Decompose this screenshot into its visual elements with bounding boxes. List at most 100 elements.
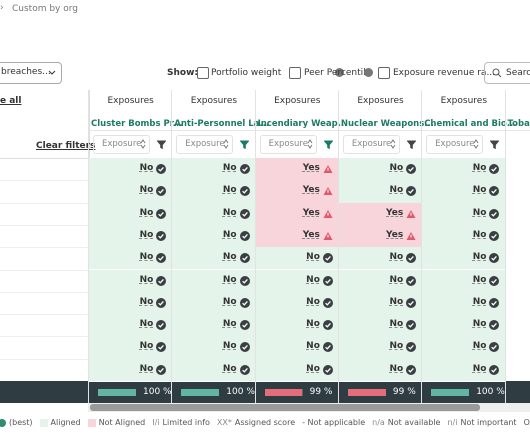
cell-value[interactable]: No	[306, 363, 320, 374]
cell-value[interactable]: No	[472, 229, 487, 240]
cell-value[interactable]: Yes	[302, 229, 320, 240]
cell-value[interactable]: No	[306, 319, 320, 330]
cell-value[interactable]: No	[306, 341, 320, 352]
check-icon	[322, 364, 333, 378]
breadcrumb[interactable]: Custom by org	[12, 4, 79, 14]
column: Exposures Cluster Bombs Pr... Exposure No No…	[88, 90, 182, 403]
cell-value[interactable]: No	[222, 363, 237, 374]
cell-value[interactable]: No	[472, 163, 487, 173]
cell-value[interactable]: No	[139, 185, 154, 196]
cell: No	[89, 336, 173, 360]
checkbox[interactable]	[197, 67, 209, 79]
cell: Yes	[338, 202, 423, 226]
column-name[interactable]: Nuclear Weapons...	[340, 119, 434, 129]
select-all[interactable]: e all	[0, 96, 22, 106]
cell-value[interactable]: No	[139, 163, 154, 173]
cell-value[interactable]: No	[222, 229, 237, 240]
check-icon	[156, 364, 167, 378]
cell-value[interactable]: No	[472, 363, 487, 374]
check-icon	[156, 297, 167, 311]
cell-value[interactable]: No	[472, 207, 487, 218]
option[interactable]: Portfolio weight	[211, 68, 282, 78]
cell-value[interactable]: No	[222, 319, 237, 330]
cell-value[interactable]: No	[139, 229, 154, 240]
legend-item: n/a Not available	[372, 418, 440, 427]
cell: No	[89, 158, 173, 182]
option[interactable]: Exposure revenue ra...	[393, 68, 496, 78]
checkbox[interactable]	[289, 67, 301, 79]
cell-value[interactable]: No	[389, 185, 404, 196]
sort-icon	[223, 139, 229, 152]
checkbox[interactable]	[378, 67, 390, 79]
cell-value[interactable]: No	[139, 319, 154, 330]
column-name[interactable]: Tobacc	[507, 119, 530, 129]
coverage-bar	[181, 389, 220, 396]
info-icon[interactable]	[364, 68, 373, 77]
clear-filters[interactable]: Clear filters	[36, 141, 96, 151]
cell: No	[89, 180, 173, 204]
sort-box[interactable]: Exposure	[93, 135, 150, 154]
sort-box[interactable]: Exposure	[426, 135, 484, 154]
cell-value[interactable]: No	[389, 363, 404, 374]
check-icon	[239, 230, 250, 244]
sort-box[interactable]: Exposure	[342, 135, 400, 154]
cell-value[interactable]: No	[306, 296, 320, 307]
legend-item: (best)	[0, 418, 33, 427]
cell-value[interactable]: No	[222, 296, 237, 307]
cell-value[interactable]: Yes	[302, 185, 320, 196]
cell-value[interactable]: Yes	[386, 207, 404, 218]
filter-icon[interactable]	[490, 140, 500, 152]
cell-value[interactable]: Yes	[302, 163, 320, 173]
sort-box[interactable]: Exposure	[259, 135, 317, 154]
cell-value[interactable]: No	[306, 274, 320, 285]
cell-value[interactable]: No	[139, 207, 154, 218]
cell-value[interactable]: Yes	[302, 207, 320, 218]
cell-value[interactable]: No	[472, 274, 487, 285]
sort-label: Exposure	[351, 139, 392, 149]
cell-value[interactable]: No	[389, 341, 404, 352]
dropdown[interactable]: breaches...	[0, 62, 62, 84]
cell-value[interactable]: No	[222, 207, 237, 218]
cell-value[interactable]: No	[222, 274, 237, 285]
cell-value[interactable]: No	[139, 296, 154, 307]
check-icon	[239, 364, 250, 378]
filter-icon[interactable]	[406, 140, 416, 152]
cell: No	[89, 247, 173, 271]
cell-value[interactable]: Yes	[386, 229, 404, 240]
cell-value[interactable]: No	[472, 252, 487, 263]
search-text: Search	[506, 68, 530, 78]
search-box[interactable]: Search	[484, 62, 530, 84]
filter-icon[interactable]	[240, 140, 250, 152]
cell-value[interactable]: No	[389, 296, 404, 307]
option[interactable]: Peer Percentile	[304, 68, 372, 78]
cell-value[interactable]: No	[139, 363, 154, 374]
info-icon[interactable]	[335, 68, 344, 77]
cell-value[interactable]: No	[139, 341, 154, 352]
cell: No	[338, 314, 423, 338]
cell-value[interactable]: No	[139, 252, 154, 263]
filter-icon[interactable]	[323, 140, 333, 152]
scroll-thumb[interactable]	[90, 404, 480, 411]
legend-text: Limited info	[162, 418, 210, 427]
column-name[interactable]: Chemical and Bio...	[424, 119, 517, 129]
cell-value[interactable]: No	[472, 185, 487, 196]
sort-box[interactable]: Exposure	[176, 135, 234, 154]
cell-value[interactable]: No	[472, 296, 487, 307]
column-name[interactable]: Incendiary Weap...	[257, 119, 348, 129]
cell-value[interactable]: No	[389, 274, 404, 285]
cell-value[interactable]: No	[389, 163, 404, 173]
cell-value[interactable]: No	[389, 252, 404, 263]
column-name[interactable]: Cluster Bombs Pr...	[91, 119, 183, 129]
cell-value[interactable]: No	[472, 341, 487, 352]
cell-value[interactable]: No	[222, 185, 237, 196]
cell-value[interactable]: No	[139, 274, 154, 285]
cell-value[interactable]: No	[222, 163, 237, 173]
cell-value[interactable]: No	[222, 341, 237, 352]
column-name[interactable]: Anti-Personnel La...	[174, 119, 270, 129]
cell: No	[338, 180, 423, 204]
filter-icon[interactable]	[157, 140, 166, 152]
cell-value[interactable]: No	[389, 319, 404, 330]
cell-value[interactable]: No	[472, 319, 487, 330]
cell-value[interactable]: No	[222, 252, 237, 263]
cell-value[interactable]: No	[306, 252, 320, 263]
